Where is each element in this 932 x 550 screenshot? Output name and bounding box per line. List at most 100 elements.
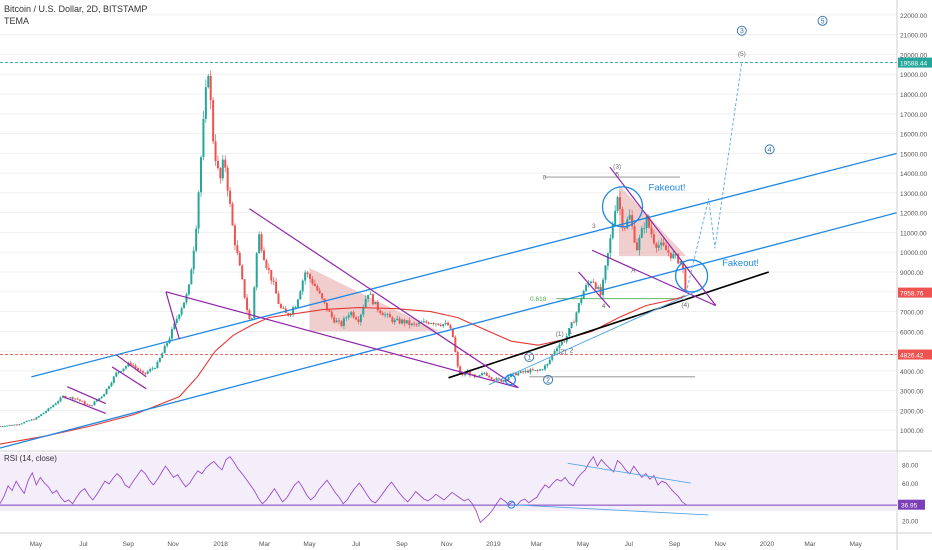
candle <box>606 253 609 266</box>
shaded-triangle <box>309 268 440 332</box>
candle <box>59 397 62 402</box>
candle <box>524 370 527 373</box>
candle <box>42 412 45 415</box>
candle <box>662 242 665 246</box>
candle <box>78 399 81 401</box>
time-axis[interactable]: May Jul Sep Nov 2018 Mar May Jul Sep Nov 2019 Mar Ma… <box>30 541 863 548</box>
candle <box>338 320 341 322</box>
candle <box>507 377 510 380</box>
candle <box>100 396 103 399</box>
y-tick-label: 10000.00 <box>900 250 927 257</box>
y-tick-label: 7000.00 <box>900 310 924 317</box>
wave-label: 4 <box>602 303 606 310</box>
tema-curve <box>0 295 687 445</box>
wave-label: 3 <box>592 223 596 230</box>
candle <box>371 294 374 305</box>
candle <box>451 328 454 338</box>
candle <box>258 234 261 254</box>
y-tick-label: 17000.00 <box>900 112 927 119</box>
candle <box>633 226 636 243</box>
candle <box>529 369 532 373</box>
candle <box>267 268 270 270</box>
candle <box>187 284 190 295</box>
candle <box>585 285 588 291</box>
candle <box>262 250 265 261</box>
candle <box>180 308 183 315</box>
candle <box>3 426 6 427</box>
wave-circle <box>764 144 775 155</box>
candle <box>294 307 297 308</box>
candle <box>255 253 258 288</box>
rsi-tick: 80.00 <box>902 462 919 469</box>
wave-circle <box>817 15 828 26</box>
x-tick-label: Mar <box>531 541 543 548</box>
candle <box>490 377 493 380</box>
candle <box>495 378 498 381</box>
candle <box>127 362 130 367</box>
candle <box>398 318 401 324</box>
candle <box>447 322 450 326</box>
candle <box>594 282 597 289</box>
y-tick-label: 12000.00 <box>900 211 927 218</box>
circle-marker <box>504 374 517 386</box>
candle <box>28 420 31 422</box>
candle <box>112 376 115 383</box>
candle <box>493 379 496 381</box>
wave-circle <box>543 374 554 385</box>
candle <box>681 261 684 270</box>
candle <box>611 224 614 239</box>
candle <box>396 318 399 320</box>
candle <box>57 401 60 404</box>
candle <box>384 314 387 316</box>
candle <box>134 365 137 369</box>
candle <box>355 317 358 320</box>
candle <box>650 227 653 235</box>
candle <box>139 370 142 372</box>
wave-label: 3 <box>740 28 744 35</box>
candle <box>464 373 467 376</box>
candle <box>190 269 193 285</box>
trendline <box>165 291 180 340</box>
wave-label: (2) <box>558 349 566 356</box>
candle <box>556 348 559 352</box>
circle-marker <box>674 259 709 293</box>
candle <box>214 141 217 161</box>
candle <box>83 401 86 405</box>
candle <box>432 323 435 325</box>
candle <box>422 321 425 323</box>
candle <box>669 252 672 259</box>
rsi-tick: 20.00 <box>902 519 919 526</box>
x-tick-label: May <box>303 541 316 548</box>
candle <box>124 366 127 369</box>
candle <box>158 357 161 363</box>
candle <box>677 254 680 264</box>
fakeout-labels: Fakeout! Fakeout! <box>649 183 760 270</box>
candle <box>229 190 232 204</box>
candle <box>95 400 98 402</box>
candle <box>166 343 169 346</box>
candle <box>425 321 428 323</box>
y-tick-label: 3000.00 <box>900 389 924 396</box>
candle <box>175 318 178 323</box>
candle <box>401 319 404 324</box>
candle <box>558 344 561 349</box>
price-tag <box>898 349 932 360</box>
candle <box>8 425 11 426</box>
candle <box>628 215 631 220</box>
candle <box>417 322 420 325</box>
candle <box>640 228 643 238</box>
candle <box>30 419 33 421</box>
rsi-label: RSI (14, close) <box>4 454 57 463</box>
candles <box>0 70 687 428</box>
candle <box>221 159 224 179</box>
candle <box>480 373 483 376</box>
y-tick-label: 19000.00 <box>900 72 927 79</box>
candle <box>604 265 607 280</box>
wave-label: 1 <box>569 329 573 336</box>
candle <box>18 424 21 426</box>
candle <box>137 368 140 371</box>
candle <box>342 318 345 326</box>
candle <box>301 280 304 292</box>
